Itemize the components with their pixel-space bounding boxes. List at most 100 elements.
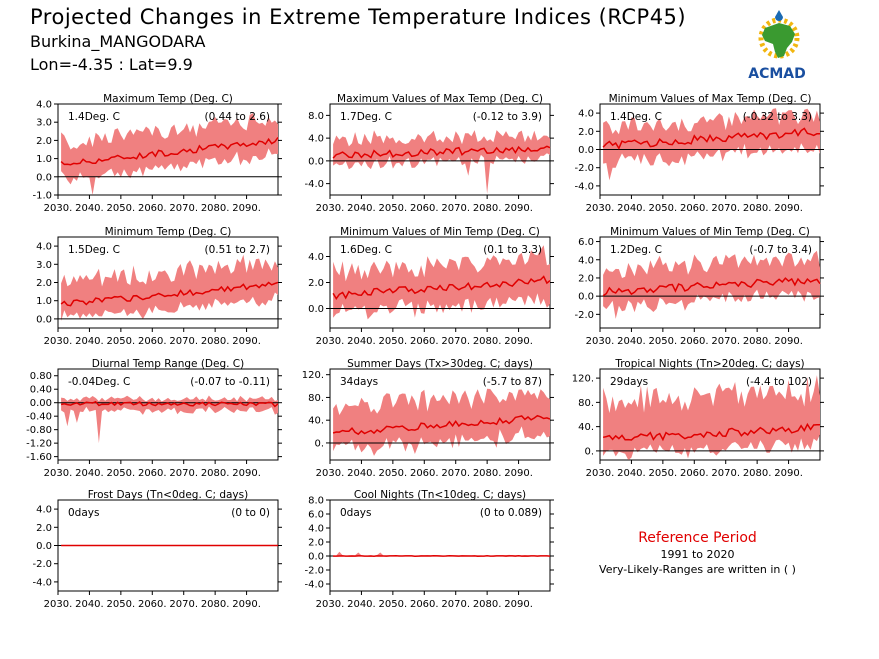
likely-range-label: (0.51 to 2.7) [205,244,271,256]
x-tick-label: 2040. [617,468,646,479]
x-tick-label: 2090. [232,203,261,214]
likely-range-label: (-5.7 to 87) [483,376,542,388]
y-tick-label: 0.0 [36,314,52,325]
x-tick-label: 2030. [44,336,73,347]
x-tick-label: 2040. [617,203,646,214]
likely-range-label: (0 to 0) [231,507,270,519]
x-tick-label: 2090. [504,468,533,479]
y-tick-label: -1.60 [26,452,52,463]
y-tick-label: 2.0 [308,278,324,289]
y-tick-label: 1.0 [36,296,52,307]
page-title: Projected Changes in Extreme Temperature… [30,5,687,29]
x-tick-label: 2070. [441,468,470,479]
chart-panel-5: 0.0 2.0 4.0 2030. 2040. 2050. 2060. 2070. 2080. 2… [308,226,554,347]
x-tick-label: 2030. [316,599,345,610]
chart-panel-6: -2.0 0.0 2.0 4.0 6.0 2030. 2040. 2050. 2060. 2070… [574,226,824,347]
y-tick-label: 0. [314,438,324,449]
x-tick-label: 2060. [410,336,439,347]
likely-range-band [61,254,278,321]
change-value-label: 1.7Deg. C [340,111,392,123]
x-tick-label: 2090. [504,336,533,347]
y-tick-label: 8.0 [308,496,324,507]
y-tick-label: -4.0 [574,181,594,192]
ensemble-mean-line [602,422,821,442]
y-tick-label: -1.0 [32,191,52,202]
x-tick-label: 2050. [107,203,136,214]
x-tick-label: 2090. [774,203,803,214]
x-tick-label: 2080. [473,599,502,610]
x-tick-label: 2060. [680,336,709,347]
likely-range-label: (-0.7 to 3.4) [749,244,812,256]
y-tick-label: 2.0 [36,136,52,147]
africa-map-icon [762,23,795,58]
likely-range-label: (-0.07 to -0.11) [190,376,270,388]
ensemble-mean-line [60,136,279,166]
plot-frame [57,368,279,461]
y-tick-label: 0. [584,446,594,457]
x-tick-label: 2050. [379,336,408,347]
change-value-label: 1.2Deg. C [610,244,662,256]
ensemble-mean-line [602,277,821,297]
likely-range-label: (-4.4 to 102) [746,376,812,388]
x-tick-label: 2080. [201,203,230,214]
acmad-logo: ACMAD [748,10,806,82]
likely-range-label: (0.44 to 2.6) [205,111,271,123]
x-tick-label: 2030. [316,468,345,479]
likely-range-band [333,245,550,320]
x-tick-label: 2060. [410,468,439,479]
chart-panel-9: 0. 40. 80. 120. 2030. 2040. 2050. 2060. 2070. 208… [572,358,824,479]
y-tick-label: 80. [308,393,324,404]
y-tick-label: 2.0 [308,538,324,549]
y-tick-label: 4.0 [308,524,324,535]
x-tick-label: 2060. [138,336,167,347]
y-tick-label: 2.0 [578,127,594,138]
y-tick-label: 80. [578,398,594,409]
chart-title: Frost Days (Tn<0deg. C; days) [88,489,248,501]
x-tick-label: 2070. [441,203,470,214]
x-tick-label: 2090. [774,468,803,479]
ensemble-mean-line [332,145,551,159]
x-tick-label: 2080. [743,203,772,214]
x-tick-label: 2040. [347,599,376,610]
ensemble-mean-line [332,414,551,436]
x-tick-label: 2030. [586,336,615,347]
x-tick-label: 2050. [107,468,136,479]
x-tick-label: 2070. [441,336,470,347]
reference-period-title: Reference Period [638,530,757,546]
chart-title: Minimum Values of Max Temp (Deg. C) [609,93,812,105]
x-tick-label: 2080. [743,336,772,347]
reference-period-years: 1991 to 2020 [660,548,735,561]
y-tick-label: 120. [302,370,324,381]
y-tick-label: 40. [308,416,324,427]
x-tick-label: 2030. [316,203,345,214]
x-tick-label: 2080. [473,336,502,347]
chart-panel-3: -4.0 -2.0 0.0 2.0 4.0 2030. 2040. 2050. 2060. 207… [574,93,824,214]
x-tick-label: 2050. [379,599,408,610]
x-tick-label: 2070. [169,203,198,214]
chart-title: Diurnal Temp Range (Deg. C) [92,358,244,370]
x-tick-label: 2070. [169,599,198,610]
ensemble-mean-line [60,400,279,408]
x-tick-label: 2070. [711,336,740,347]
ensemble-mean-line [60,281,279,307]
chart-title: Maximum Temp (Deg. C) [103,93,233,105]
x-tick-label: 2040. [75,468,104,479]
y-tick-label: 0.0 [308,304,324,315]
y-tick-label: 4.0 [36,100,52,111]
x-tick-label: 2090. [232,336,261,347]
chart-panel-4: 0.0 1.0 2.0 3.0 4.0 2030. 2040. 2050. 2060. 2070.… [36,226,282,347]
y-tick-label: 2.0 [578,273,594,284]
coordinates-label: Lon=-4.35 : Lat=9.9 [30,55,193,74]
chart-title: Minimum Values of Min Temp (Deg. C) [610,226,810,238]
x-tick-label: 2080. [743,468,772,479]
x-tick-label: 2070. [711,468,740,479]
y-tick-label: -4.0 [304,580,324,591]
x-tick-label: 2090. [232,599,261,610]
x-tick-label: 2050. [379,203,408,214]
y-tick-label: 0.80 [30,371,52,382]
likely-range-label: (-0.12 to 3.9) [473,111,542,123]
chart-panel-10: -4.0 -2.0 0.0 2.0 4.0 2030. 2040. 2050. 2060. 207… [32,489,282,610]
